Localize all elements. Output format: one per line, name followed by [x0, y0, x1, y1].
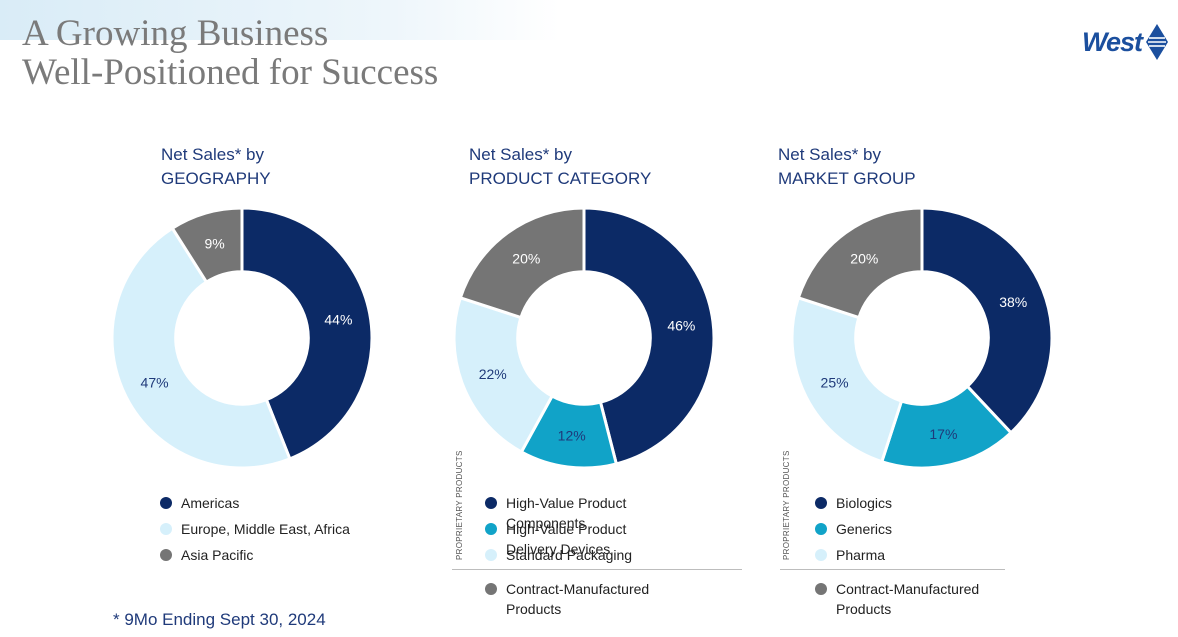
- legend-label: Biologics: [836, 495, 893, 511]
- donut-slice-contract-manufactured-products: [796, 206, 924, 320]
- proprietary-products-tag: PROPRIETARY PRODUCTS: [455, 450, 464, 560]
- slice-label-high-value-product-delivery-devices: 12%: [558, 427, 586, 443]
- legend: High-Value Product Components High-Value …: [485, 493, 666, 619]
- legend-label: Pharma: [836, 547, 886, 563]
- slice-label-standard-packaging: 22%: [479, 366, 507, 382]
- legend-swatch: [815, 583, 827, 595]
- legend-item-generics: Generics: [815, 519, 996, 545]
- chart-title: Net Sales* by PRODUCT CATEGORY: [469, 143, 651, 191]
- proprietary-products-tag: PROPRIETARY PRODUCTS: [782, 450, 791, 560]
- donut-slice-standard-packaging: [452, 295, 555, 454]
- legend-item-asia-pacific: Asia Pacific: [160, 545, 350, 571]
- legend-label: Europe, Middle East, Africa: [181, 521, 350, 537]
- chart-panel-market-group: Net Sales* by MARKET GROUP 38% 17% 25% 20% …: [0, 0, 1054, 637]
- donut-slice-biologics: [920, 206, 1054, 435]
- slice-label-asia-pacific: 9%: [204, 236, 224, 252]
- chart-title-line-1: Net Sales* by: [161, 145, 264, 164]
- legend: Biologics Generics Pharma Contract-Manufact…: [815, 493, 996, 619]
- legend-swatch: [160, 549, 172, 561]
- slice-label-generics: 17%: [929, 426, 957, 442]
- donut-chart-market-group: 38% 17% 25% 20%: [790, 206, 1054, 470]
- chart-title: Net Sales* by MARKET GROUP: [778, 143, 916, 191]
- slice-label-contract-manufactured-products: 20%: [850, 251, 878, 267]
- chart-title-line-1: Net Sales* by: [469, 145, 572, 164]
- legend-divider: [452, 569, 742, 570]
- footnote: * 9Mo Ending Sept 30, 2024: [113, 610, 326, 629]
- legend-divider: [780, 569, 1005, 570]
- donut-slice-contract-manufactured-products: [458, 206, 586, 320]
- legend-item-contract-manufactured-products: Contract-Manufactured Products: [485, 579, 666, 619]
- chart-panel-geography: Net Sales* by GEOGRAPHY 44% 47% 9% America…: [0, 0, 380, 637]
- donut-slice-asia-pacific: [170, 206, 244, 285]
- legend-label: Americas: [181, 495, 240, 511]
- legend-item-pharma: Pharma: [815, 545, 996, 571]
- legend: Americas Europe, Middle East, Africa Asia …: [160, 493, 350, 571]
- page-title: A Growing Business Well-Positioned for S…: [22, 14, 438, 92]
- legend-swatch: [485, 583, 497, 595]
- chart-panel-product-category: Net Sales* by PRODUCT CATEGORY 46% 12% 22%…: [0, 0, 742, 637]
- legend-label: Contract-Manufactured Products: [506, 581, 650, 617]
- chart-title-line-1: Net Sales* by: [778, 145, 881, 164]
- legend-swatch: [485, 523, 497, 535]
- legend-item-high-value-product-delivery-devices: High-Value Product Delivery Devices: [485, 519, 666, 557]
- slice-label-contract-manufactured-products: 20%: [512, 251, 540, 267]
- legend-swatch: [815, 497, 827, 509]
- legend-item-contract-manufactured-products: Contract-Manufactured Products: [815, 579, 996, 619]
- legend-item-americas: Americas: [160, 493, 350, 519]
- legend-item-biologics: Biologics: [815, 493, 996, 519]
- slice-label-pharma: 25%: [821, 375, 849, 391]
- diamond-logo-icon: [1146, 24, 1169, 60]
- legend-label: High-Value Product Delivery Devices: [506, 521, 627, 557]
- donut-chart-geography: 44% 47% 9%: [110, 206, 374, 470]
- legend-item-europe-middle-east-africa: Europe, Middle East, Africa: [160, 519, 350, 545]
- slice-label-high-value-product-components: 46%: [667, 318, 695, 334]
- legend-item-high-value-product-components: High-Value Product Components: [485, 493, 666, 531]
- donut-slice-europe-middle-east-africa: [110, 226, 292, 470]
- legend-swatch: [160, 523, 172, 535]
- title-line-2: Well-Positioned for Success: [22, 52, 439, 93]
- chart-title-line-2: MARKET GROUP: [778, 169, 916, 188]
- legend-swatch: [485, 549, 497, 561]
- slice-label-europe-middle-east-africa: 47%: [141, 375, 169, 391]
- slice-label-americas: 44%: [324, 312, 352, 328]
- legend-label: Generics: [836, 521, 893, 537]
- legend-label: High-Value Product Components: [506, 495, 627, 531]
- title-line-1: A Growing Business: [22, 13, 329, 54]
- chart-title-line-2: PRODUCT CATEGORY: [469, 169, 652, 188]
- legend-item-standard-packaging: Standard Packaging: [485, 545, 666, 571]
- donut-chart-product-category: 46% 12% 22% 20%: [452, 206, 716, 470]
- slice-label-biologics: 38%: [999, 294, 1027, 310]
- west-logo: West: [1082, 22, 1170, 62]
- legend-swatch: [815, 523, 827, 535]
- legend-swatch: [815, 549, 827, 561]
- legend-label: Contract-Manufactured Products: [836, 581, 980, 617]
- chart-title: Net Sales* by GEOGRAPHY: [161, 143, 271, 191]
- legend-label: Standard Packaging: [506, 547, 633, 563]
- logo-text: West: [1082, 26, 1143, 57]
- legend-label: Asia Pacific: [181, 547, 254, 563]
- title-band: [0, 0, 560, 40]
- legend-swatch: [485, 497, 497, 509]
- legend-swatch: [160, 497, 172, 509]
- donut-slice-americas: [240, 206, 374, 461]
- donut-slice-high-value-product-components: [582, 206, 716, 466]
- chart-title-line-2: GEOGRAPHY: [161, 169, 271, 188]
- donut-slice-pharma: [790, 295, 904, 464]
